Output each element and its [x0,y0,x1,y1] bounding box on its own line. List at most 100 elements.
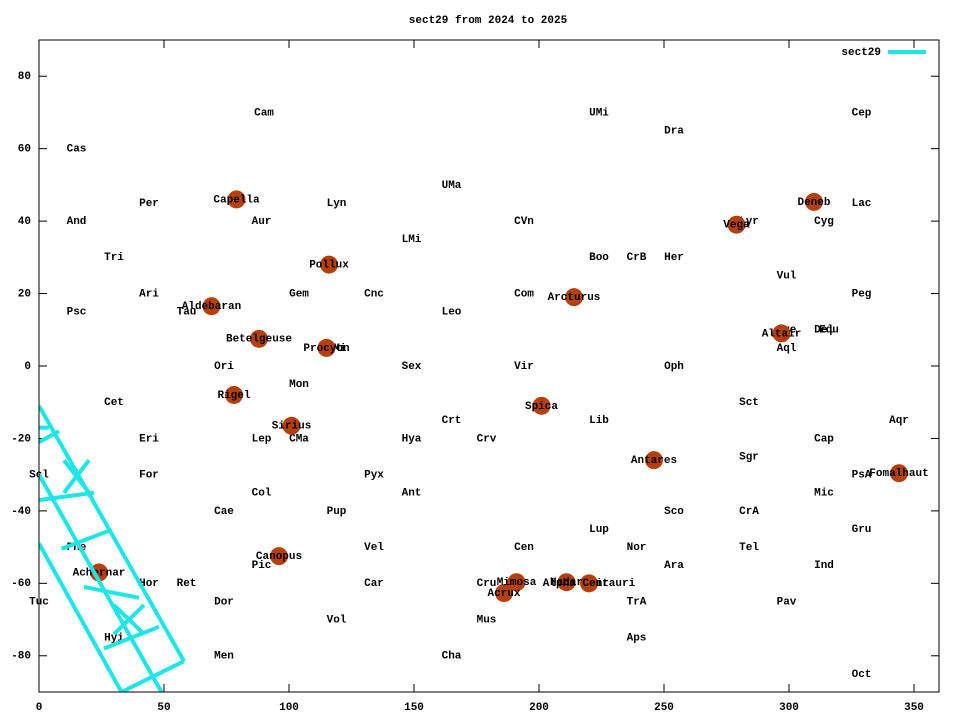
constellation-label: Per [139,198,159,210]
constellation-label: Ari [139,288,159,300]
star-label: Aldebaran [182,301,241,313]
constellation-label: Mon [289,379,309,391]
star-label: Arcturus [548,292,601,304]
star-point [557,573,576,592]
star-point [320,255,338,274]
constellation-label: Ret [177,578,197,590]
constellation-label: CMa [289,433,309,445]
constellation-label: Tel [739,542,759,554]
star-point [250,329,268,348]
star-label: Achernar [73,567,126,579]
chart-title: sect29 from 2024 to 2025 [409,15,568,27]
y-tick-label: 80 [18,71,31,83]
constellation-label: Ori [214,361,234,373]
star-label: Canopus [256,551,302,563]
constellation-label: Vol [327,614,347,626]
y-tick-label: 20 [18,288,31,300]
constellation-label: Cas [67,144,87,156]
constellation-label: Gru [852,524,872,536]
y-tick-label: 60 [18,144,31,156]
constellation-label: Pyx [364,470,384,482]
star-label: Vega [723,220,750,232]
constellation-label: Cet [104,397,124,409]
constellation-label: Cyg [814,216,834,228]
constellation-label: Equ [819,325,839,337]
star-point [565,288,583,307]
y-tick-label: -40 [11,506,31,518]
legend-label: sect29 [841,47,881,59]
plot-frame [38,39,940,693]
constellation-label: Lep [252,433,272,445]
star-label: Betelgeuse [226,334,292,346]
constellation-label: Com [514,288,534,300]
constellation-label: Aps [627,633,647,645]
star-point [202,297,221,316]
star-label: Alpha Centauri [543,578,636,590]
constellation-label: And [67,216,87,228]
constellation-label: Cnc [364,288,384,300]
x-tick-label: 350 [904,702,924,714]
constellation-label: Lib [589,415,609,427]
constellation-label: Vir [514,361,534,373]
constellation-label: Mic [814,488,834,500]
star-label: Rigel [217,390,250,402]
x-tick-label: 300 [779,702,799,714]
constellation-label: Peg [852,288,872,300]
constellation-label: Crt [442,415,462,427]
constellation-label: CrA [739,506,759,518]
constellation-label: For [139,470,159,482]
constellation-label: Ara [664,560,684,572]
constellation-label: Cru [477,578,497,590]
constellation-label: Men [214,651,234,663]
constellation-label: Oph [664,361,684,373]
constellation-label: Tau [177,307,197,319]
star-label: Hadar [550,577,583,589]
star-label: Procyon [303,343,349,355]
constellation-label: Mus [477,614,497,626]
constellation-label: Cha [442,651,462,663]
star-label: Altair [762,328,802,340]
star-point [727,215,746,234]
y-tick-label: -20 [11,433,31,445]
constellation-label: Cam [254,107,274,119]
constellation-label: UMa [442,180,462,192]
x-tick-label: 50 [157,702,170,714]
constellation-label: Aqr [889,415,909,427]
star-label: Deneb [797,197,830,209]
star-label: Capella [213,194,260,206]
constellation-label: Dra [664,125,684,137]
x-tick-label: 100 [279,702,299,714]
constellation-label: Cap [814,433,834,445]
constellation-label: Cae [214,506,234,518]
constellation-label: Oct [852,669,872,681]
star-label: Sirius [272,421,312,433]
star-point [645,451,663,470]
star-label: Spica [525,401,558,413]
constellation-label: Ant [402,488,422,500]
star-point [317,338,336,357]
star-point [225,385,243,404]
star-point [772,324,791,343]
star-label: Antares [631,455,677,467]
constellation-label: Boo [589,252,609,264]
constellation-label: Lac [852,198,872,210]
constellation-label: Aql [777,343,797,355]
constellation-label: Nor [627,542,647,554]
constellation-label: CrB [627,252,647,264]
constellation-label: Tri [104,252,124,264]
star-label: Fomalhaut [869,468,928,480]
constellation-label: Del [814,325,834,337]
x-tick-label: 250 [654,702,674,714]
x-tick-label: 200 [529,702,549,714]
constellation-label: Pup [327,506,347,518]
y-tick-label: 40 [18,216,31,228]
constellation-label: Leo [442,307,462,319]
constellation-label: Sgr [739,451,759,463]
constellation-label: UMi [589,107,609,119]
constellation-label: Col [252,488,272,500]
constellation-label: Lup [589,524,609,536]
star-point [507,573,526,592]
star-label: Mimosa [497,577,537,589]
